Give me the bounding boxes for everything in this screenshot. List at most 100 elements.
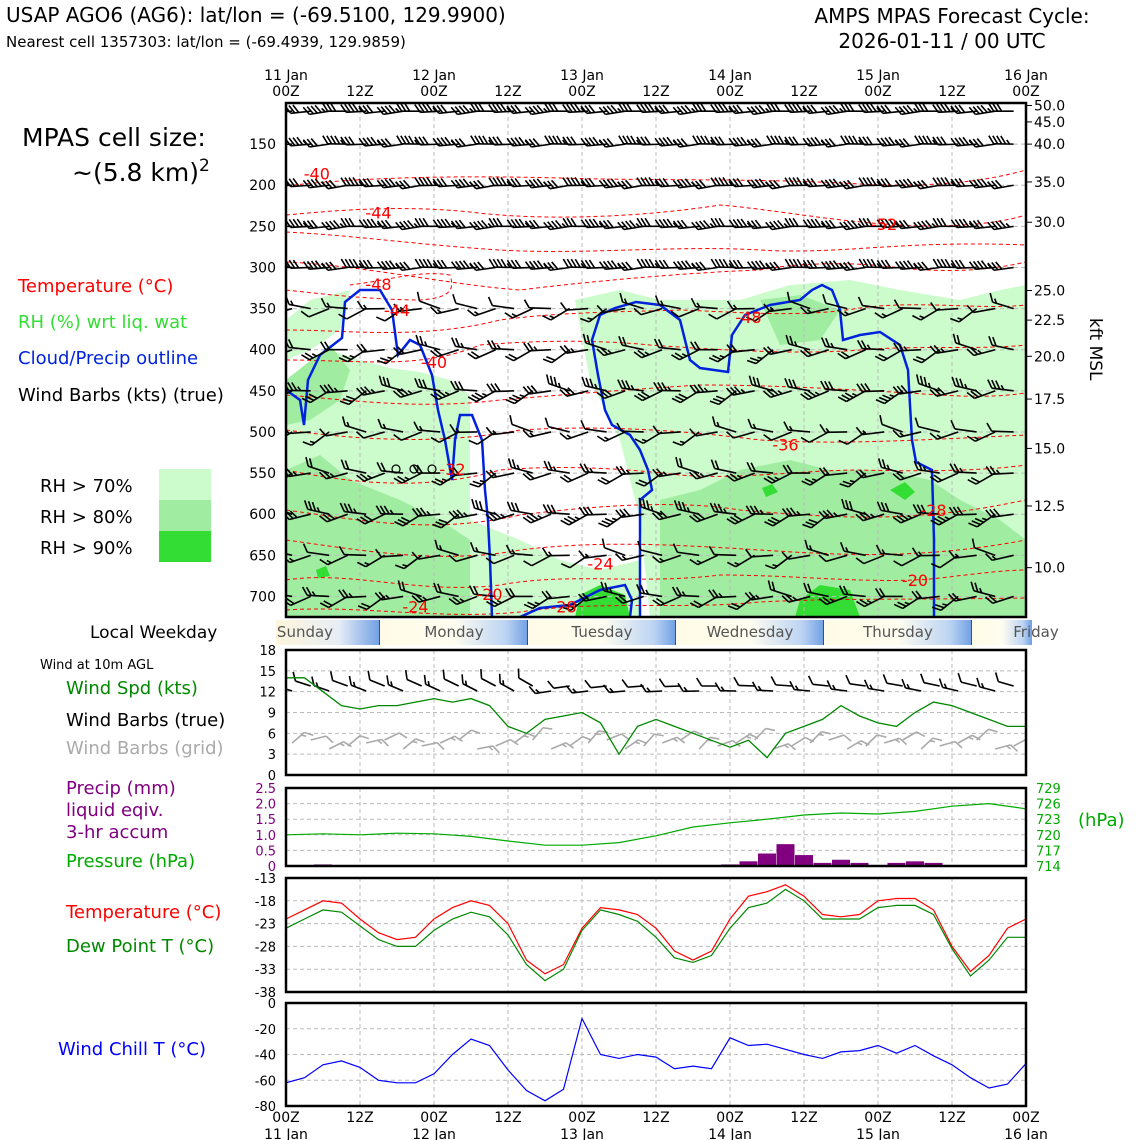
barb-flag [532, 178, 540, 188]
barb-flag [403, 220, 411, 229]
barb-flag [803, 582, 808, 593]
barb-flag [306, 260, 314, 270]
barb-flag [393, 303, 401, 312]
barb-flag [471, 394, 481, 401]
barb-flag [509, 415, 513, 425]
barb-flag [756, 377, 761, 388]
barb-flag [549, 375, 554, 386]
barb-flag [676, 179, 684, 188]
barb-flag [522, 516, 532, 524]
barb-flag [588, 104, 596, 113]
barb-flag [348, 217, 355, 227]
barb-flag [602, 220, 610, 229]
barb-flag [380, 106, 388, 115]
wind-barb [803, 582, 829, 598]
wind-barb [689, 384, 718, 394]
barb-flag [343, 741, 352, 748]
barb-flag [450, 380, 456, 390]
barb-half-flag [917, 551, 923, 557]
barb-flag [582, 333, 587, 344]
wind-barb [286, 592, 293, 598]
wind-barb [319, 512, 348, 523]
barb-half-flag [825, 427, 830, 433]
barb-flag [619, 465, 627, 475]
barb-flag [342, 354, 352, 361]
barb-staff [883, 737, 900, 744]
barb-flag [992, 135, 999, 145]
barb-half-flag [691, 107, 696, 113]
barb-flag [480, 219, 489, 229]
barb-flag [731, 602, 741, 608]
barb-flag [352, 258, 359, 268]
barb-flag [715, 395, 726, 401]
y-tick-label: 18 [259, 644, 276, 659]
barb-staff [609, 690, 626, 694]
barb-half-flag [645, 589, 650, 595]
wind-barb [506, 501, 533, 515]
barb-half-flag [876, 262, 881, 268]
barb-flag [746, 179, 754, 189]
barb-flag [898, 260, 906, 270]
barb-flag [917, 103, 925, 112]
barb-flag [584, 137, 592, 146]
wind-barb [929, 344, 959, 354]
barb-half-flag [696, 302, 701, 308]
wind-barb [633, 390, 663, 402]
barb-staff [809, 731, 823, 744]
cell-subtitle: Nearest cell 1357303: lat/lon = (-69.493… [6, 33, 406, 51]
pressure-tick-label: 300 [249, 260, 276, 276]
barb-flag [358, 219, 366, 228]
barb-flag [671, 354, 680, 361]
barb-flag [422, 217, 429, 227]
barb-flag [894, 179, 902, 189]
barb-half-flag [561, 222, 567, 228]
barb-flag [770, 135, 777, 145]
barb-flag [828, 178, 836, 188]
barb-flag [384, 138, 392, 147]
y-tick-label: -33 [255, 963, 276, 978]
wind-barb [822, 294, 848, 310]
barb-flag [488, 217, 495, 227]
barb-flag [876, 734, 887, 738]
barb-half-flag [424, 341, 428, 347]
barb-half-flag [511, 549, 516, 555]
barb-flag [959, 378, 964, 388]
barb-half-flag [547, 551, 553, 557]
y-tick-label: -20 [255, 1023, 276, 1038]
barb-flag [492, 136, 499, 146]
barb-flag [292, 671, 297, 682]
barb-flag [579, 463, 586, 473]
wind-barb [754, 727, 776, 741]
barb-flag [902, 178, 910, 188]
barb-half-flag [858, 139, 863, 145]
wind-barbs-grid-label: Wind Barbs (grid) [66, 738, 224, 759]
wind-barb [652, 595, 681, 607]
barb-flag [966, 348, 975, 356]
barb-staff [381, 554, 404, 558]
barb-flag [726, 387, 734, 396]
wind-barb [748, 375, 774, 392]
barb-flag [526, 732, 537, 738]
barb-flag [709, 736, 720, 740]
barb-flag [784, 104, 791, 113]
barb-flag [678, 393, 688, 399]
wind-barb [929, 472, 959, 483]
barb-flag [403, 103, 411, 112]
barb-flag [727, 605, 738, 611]
barb-flag [397, 518, 407, 525]
wind-barb [800, 390, 829, 401]
barb-flag [763, 303, 771, 312]
barb-flag [474, 499, 480, 510]
barb-flag [860, 340, 867, 350]
barb-half-flag [907, 514, 913, 519]
barb-flag [506, 137, 514, 147]
barb-flag [863, 511, 872, 519]
barb-flag [554, 219, 563, 229]
barb-flag [750, 138, 758, 147]
wind-barb [820, 138, 848, 148]
barb-flag [653, 381, 660, 391]
barb-flag [870, 177, 877, 186]
barb-flag [487, 296, 494, 306]
barb-staff [902, 731, 917, 741]
barb-staff [346, 307, 367, 320]
